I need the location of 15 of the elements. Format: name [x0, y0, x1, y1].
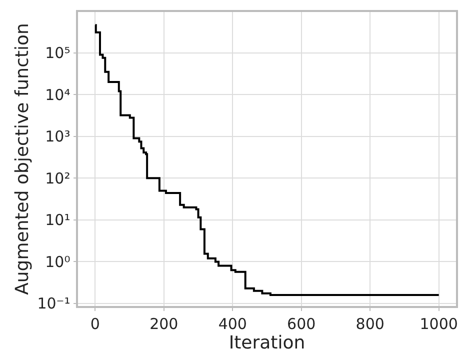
x-tick-label: 600 — [287, 314, 316, 333]
y-tick-label: 10⁻¹ — [37, 294, 70, 313]
x-tick-label: 0 — [90, 314, 100, 333]
x-tick-label: 200 — [150, 314, 178, 333]
y-axis-title: Augmented objective function — [12, 23, 33, 295]
x-tick-label: 800 — [356, 314, 384, 333]
y-tick-label: 10¹ — [45, 211, 70, 230]
y-tick-label: 10⁵ — [45, 44, 70, 62]
x-axis-title: Iteration — [228, 332, 306, 354]
y-tick-label: 10⁰ — [45, 252, 70, 271]
y-tick-label: 10³ — [45, 128, 70, 146]
y-tick-label: 10² — [45, 169, 70, 188]
x-tick-label: 1000 — [420, 314, 458, 333]
x-tick-label: 400 — [218, 314, 247, 333]
y-tick-label: 10⁴ — [45, 86, 70, 104]
